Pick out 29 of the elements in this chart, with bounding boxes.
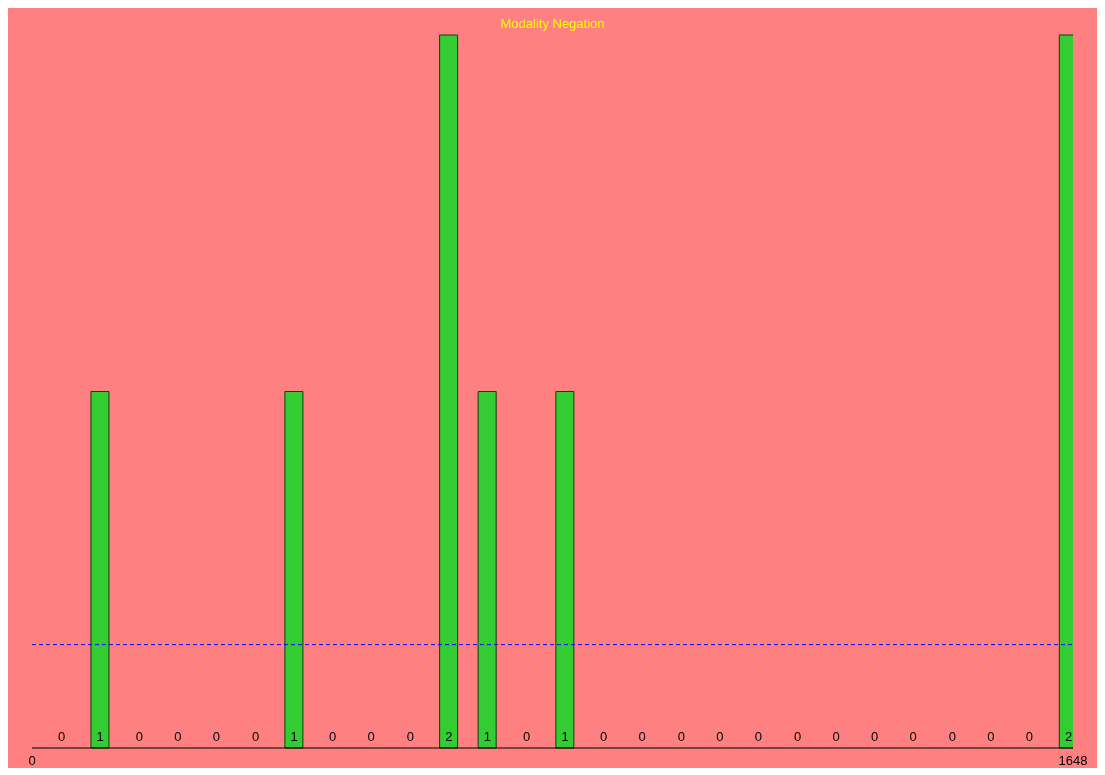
x-tick-label: 1648 [1058, 753, 1088, 769]
data-label: 0 [716, 729, 724, 744]
data-label: 0 [1025, 729, 1034, 744]
data-label: 0 [600, 729, 608, 744]
data-label: 1 [96, 729, 104, 744]
data-label: 0 [987, 729, 995, 744]
chart-title: Modality Negation [499, 16, 606, 31]
data-label: 0 [638, 729, 646, 744]
data-label: 0 [367, 729, 375, 744]
data-label: 0 [252, 729, 260, 744]
data-label: 0 [909, 729, 917, 744]
data-label: 0 [754, 729, 763, 744]
data-label: 1 [483, 729, 492, 744]
data-label: 0 [329, 729, 337, 744]
data-label: 0 [135, 729, 143, 744]
data-label: 0 [522, 729, 531, 744]
data-label: 1 [290, 729, 298, 744]
data-label: 0 [406, 729, 414, 744]
data-label: 1 [561, 729, 569, 744]
data-label: 0 [677, 729, 685, 744]
data-label: 0 [58, 729, 66, 744]
data-label: 0 [174, 729, 182, 744]
data-label: 2 [1064, 729, 1073, 744]
data-label: 0 [832, 729, 840, 744]
data-label: 0 [948, 729, 956, 744]
data-label: 2 [445, 729, 453, 744]
data-label: 0 [793, 729, 802, 744]
data-label: 0 [871, 729, 879, 744]
data-label: 0 [212, 729, 221, 744]
